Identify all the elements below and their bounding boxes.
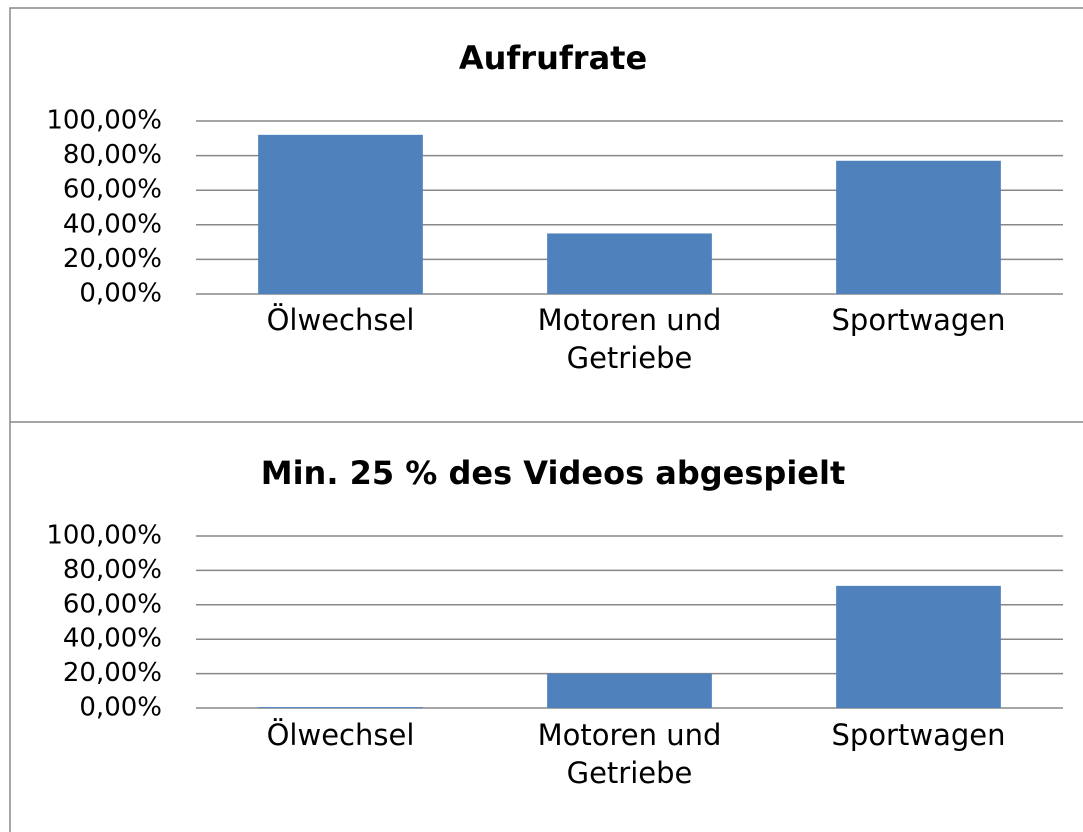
y-tick-label: 60,00% xyxy=(63,589,162,619)
bar xyxy=(258,707,423,709)
x-tick-label: Motoren und Getriebe xyxy=(537,303,722,375)
x-tick-label: Sportwagen xyxy=(831,303,1006,337)
x-tick-label: Ölwechsel xyxy=(266,303,415,337)
y-tick-label: 40,00% xyxy=(63,209,162,239)
y-tick-label: 20,00% xyxy=(63,244,162,274)
y-tick-label: 80,00% xyxy=(63,555,162,585)
bar xyxy=(836,585,1001,708)
y-tick-label: 60,00% xyxy=(63,175,162,205)
y-tick-label: 100,00% xyxy=(46,521,162,551)
y-tick-label: 40,00% xyxy=(63,624,162,654)
y-tick-label: 0,00% xyxy=(79,279,162,309)
y-tick-label: 20,00% xyxy=(63,658,162,688)
x-tick-label: Ölwechsel xyxy=(266,718,415,752)
bar xyxy=(547,673,712,708)
x-tick-label: Motoren und Getriebe xyxy=(537,718,722,790)
x-tick-label: Sportwagen xyxy=(831,718,1006,752)
y-tick-label: 100,00% xyxy=(46,106,162,136)
bar xyxy=(836,160,1001,294)
y-tick-label: 80,00% xyxy=(63,140,162,170)
chart-title: Aufrufrate xyxy=(459,39,647,77)
chart-title: Min. 25 % des Videos abgespielt xyxy=(261,454,846,492)
y-tick-label: 0,00% xyxy=(79,693,162,723)
bar xyxy=(258,134,423,294)
frame xyxy=(9,7,1083,832)
bar xyxy=(547,233,712,294)
